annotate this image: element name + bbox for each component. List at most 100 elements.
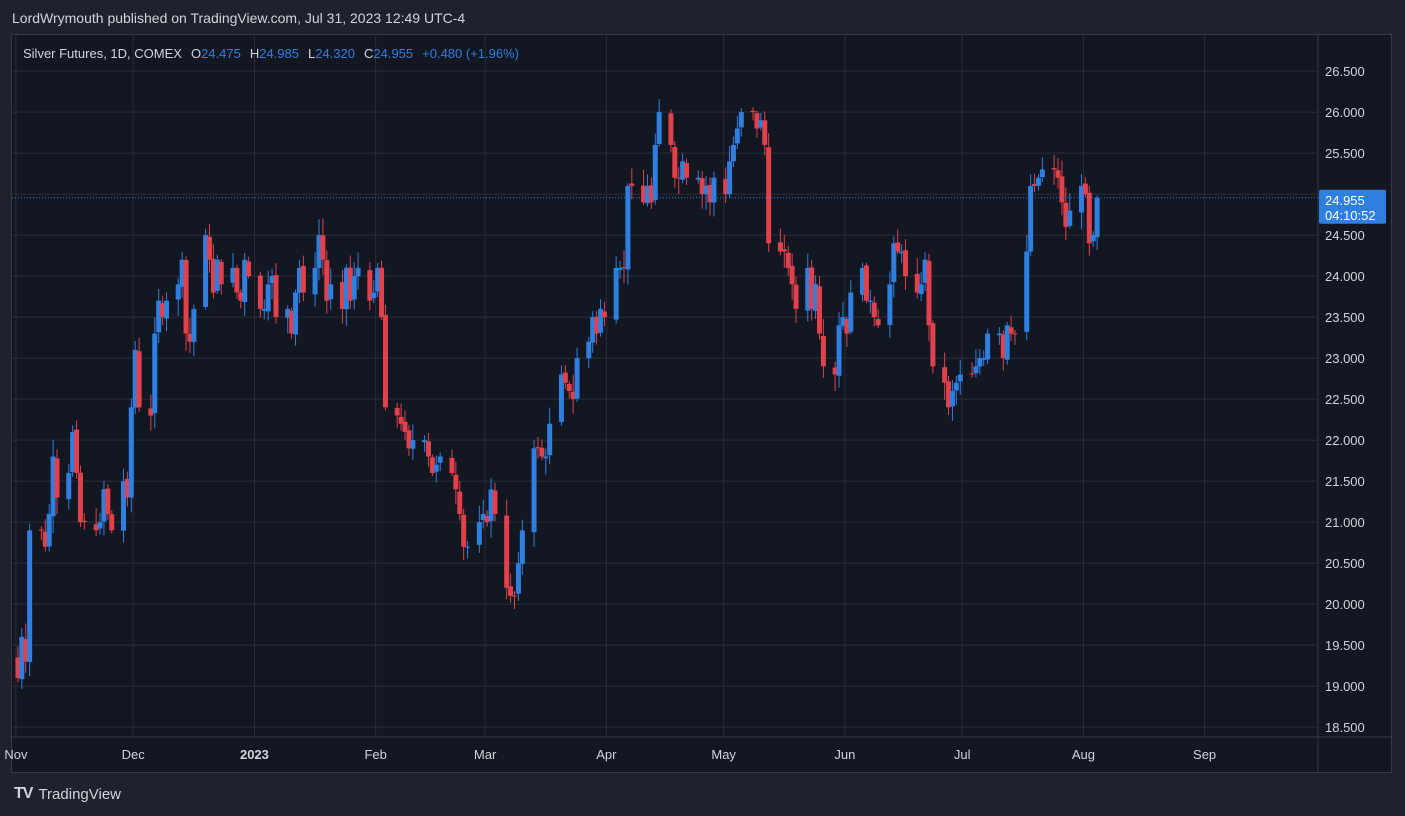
candle-body: [836, 325, 842, 376]
candle-body: [1008, 327, 1014, 334]
candle-body: [891, 243, 897, 283]
candle-body: [74, 429, 80, 473]
candle-body: [355, 267, 361, 277]
candle-body: [265, 284, 271, 312]
candle-body: [762, 120, 768, 145]
candle-body: [398, 416, 404, 424]
candle-body: [156, 300, 162, 333]
candle-body: [484, 515, 490, 523]
candle-body: [1051, 168, 1057, 170]
candle-body: [285, 308, 291, 318]
candle-body: [672, 147, 678, 178]
legend-close-value: 24.955: [373, 46, 414, 61]
candle-body: [613, 267, 619, 320]
legend-symbol: Silver Futures, 1D, COMEX: [23, 46, 182, 61]
candle-body: [805, 267, 811, 311]
y-tick-label: 22.000: [1325, 433, 1365, 448]
candle-body: [703, 185, 709, 195]
x-tick-label: Mar: [474, 747, 497, 762]
candle-body: [367, 270, 373, 301]
candle-body: [723, 178, 729, 195]
candle-body: [27, 530, 33, 662]
y-tick-label: 21.500: [1325, 474, 1365, 489]
candle-body: [1028, 185, 1034, 252]
candle-body: [1090, 235, 1096, 242]
candle-body: [406, 430, 412, 449]
candle-body: [101, 489, 107, 522]
candle-body: [50, 456, 56, 517]
candle-body: [946, 381, 952, 408]
y-tick-label: 23.500: [1325, 310, 1365, 325]
candle-body: [617, 267, 623, 270]
candle-body: [648, 185, 654, 203]
candle-body: [488, 489, 494, 522]
candle-body: [1012, 333, 1018, 335]
candle-body: [601, 311, 607, 318]
candle-body: [977, 358, 983, 367]
candle-body: [625, 185, 631, 270]
candle-body: [54, 458, 60, 498]
candle-body: [754, 113, 760, 129]
candle-body: [711, 177, 717, 203]
candle-body: [695, 177, 701, 180]
candle-body: [38, 529, 44, 531]
candle-body: [758, 120, 764, 128]
candle-body: [547, 423, 553, 456]
candle-body: [629, 183, 635, 186]
candle-body: [132, 349, 138, 408]
candle-body: [535, 447, 541, 449]
candle-body: [320, 235, 326, 260]
candle-body: [109, 514, 115, 531]
y-tick-label: 24.000: [1325, 269, 1365, 284]
candle-body: [371, 292, 377, 299]
axes: 26.50026.00025.50025.00024.50024.00023.5…: [4, 35, 1392, 772]
candle-body: [457, 491, 463, 514]
candle-body: [922, 259, 928, 283]
candle-body: [957, 374, 963, 382]
candle-body: [750, 110, 756, 113]
candle-body: [738, 112, 744, 128]
candle-body: [699, 178, 705, 195]
candle-body: [1078, 185, 1084, 213]
candle-body: [324, 260, 330, 301]
candle-body: [257, 275, 263, 309]
candle-body: [81, 520, 87, 523]
x-tick-label: Sep: [1193, 747, 1216, 762]
candle-body: [191, 308, 197, 342]
candle-body: [840, 317, 846, 326]
y-tick-label: 19.500: [1325, 638, 1365, 653]
candle-body: [641, 185, 647, 203]
y-tick-label: 25.500: [1325, 146, 1365, 161]
candle-body: [238, 292, 244, 301]
candle-body: [816, 286, 822, 334]
tradingview-logo[interactable]: TV TradingView: [14, 785, 121, 803]
candle-body: [312, 267, 318, 295]
candle-body: [492, 490, 498, 514]
candle-body: [77, 472, 83, 523]
candle-body: [566, 383, 572, 391]
candle-body: [453, 474, 459, 490]
candle-body: [969, 373, 975, 375]
candle-body: [1000, 334, 1006, 359]
candle-body: [433, 464, 439, 472]
candle-body: [570, 391, 576, 400]
candle-body: [590, 317, 596, 343]
candle-body: [269, 276, 275, 284]
candle-body: [300, 265, 306, 293]
x-tick-label: 2023: [240, 747, 269, 762]
candle-body: [676, 177, 682, 179]
candle-body: [289, 310, 295, 334]
legend-high-label: H: [249, 46, 260, 61]
candle-body: [425, 441, 431, 457]
candle-body: [558, 374, 564, 422]
candle-body: [422, 440, 428, 443]
candle-body: [1063, 202, 1069, 227]
legend-low-label: L: [307, 46, 316, 61]
candle-body: [437, 456, 443, 463]
candle-body: [832, 367, 838, 375]
candle-body: [163, 300, 169, 319]
candle-body: [668, 113, 674, 145]
chart-panel[interactable]: [11, 34, 1392, 773]
candle-body: [293, 292, 299, 335]
